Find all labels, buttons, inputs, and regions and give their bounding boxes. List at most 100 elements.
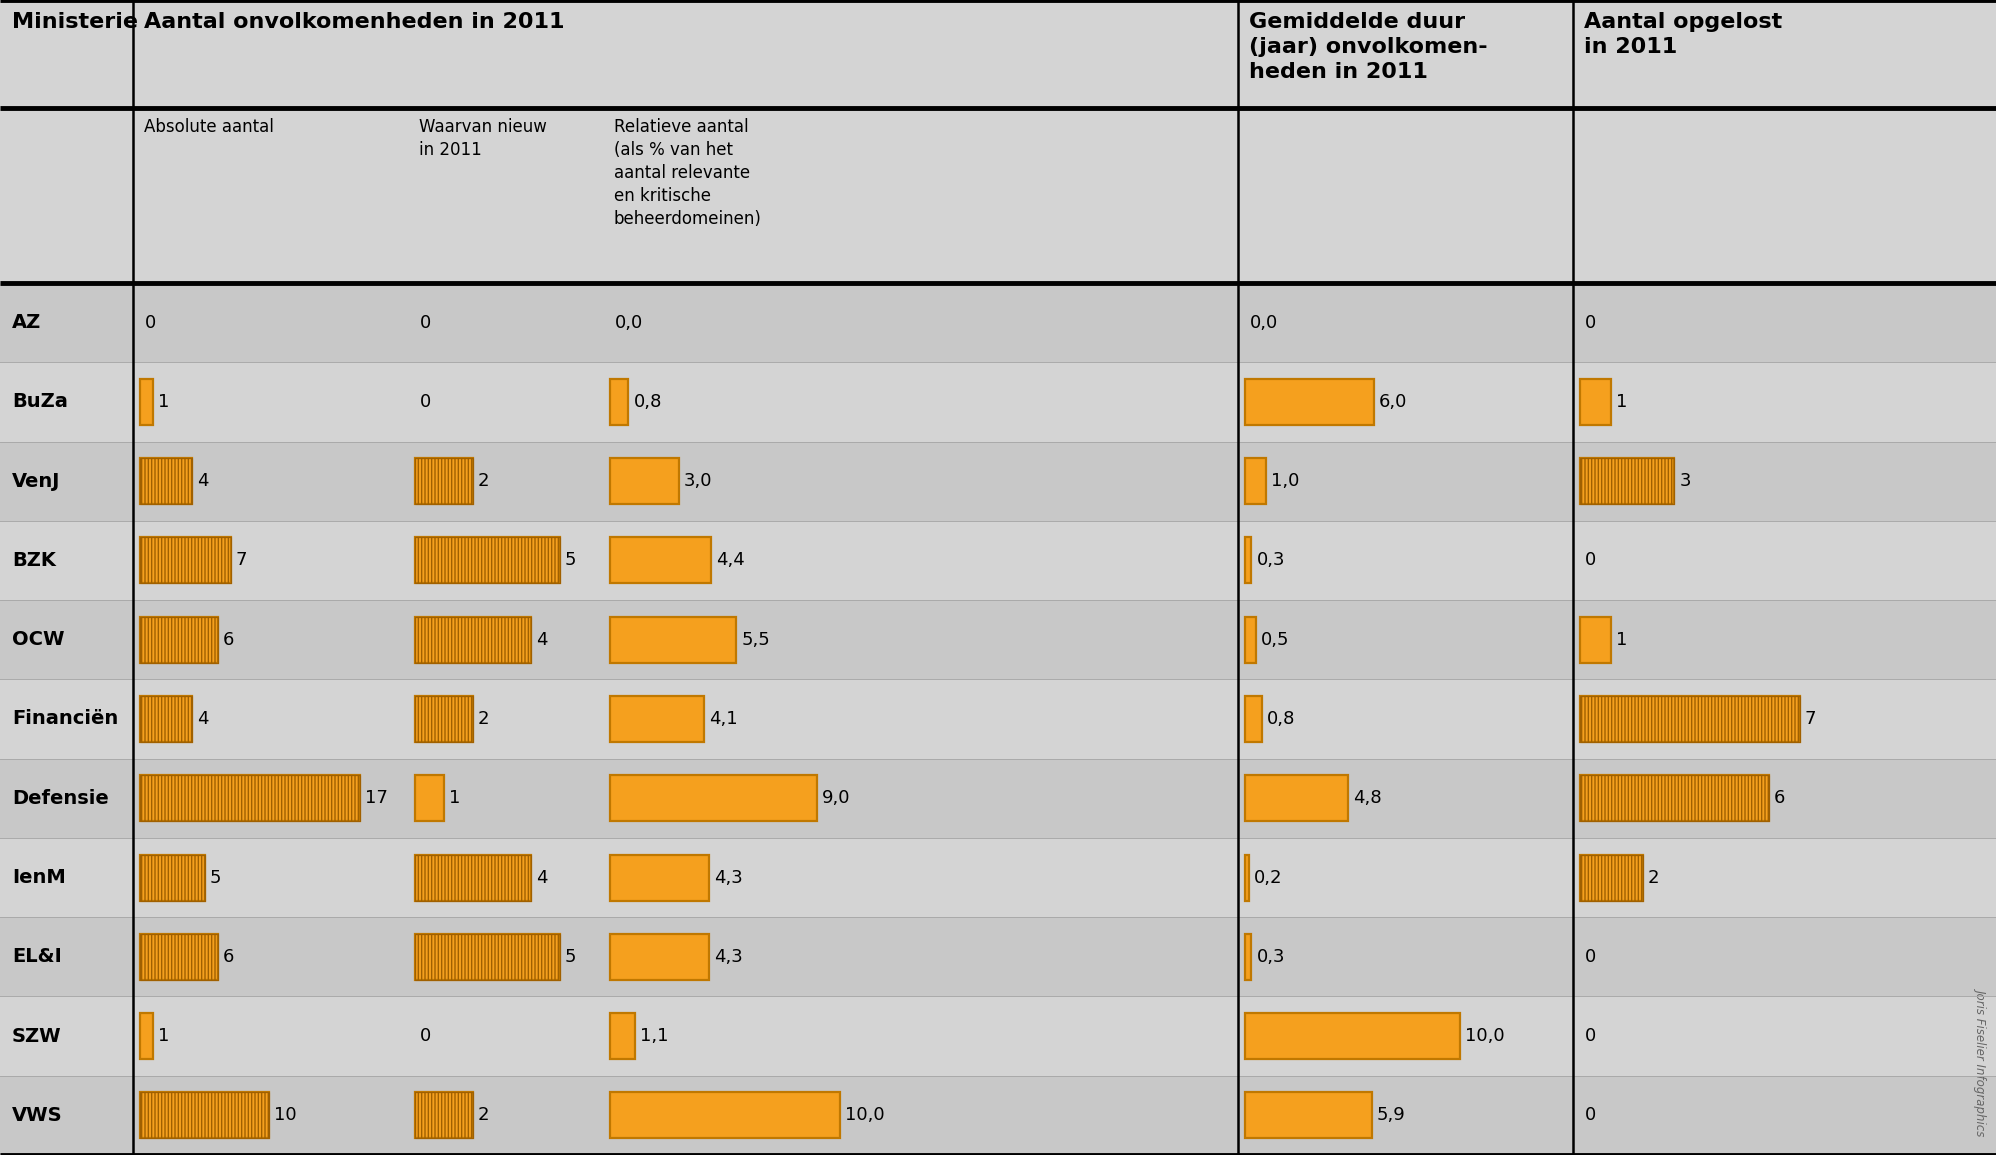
Text: 6: 6: [1774, 789, 1784, 807]
Text: 4: 4: [537, 869, 547, 887]
Text: 4,4: 4,4: [717, 551, 745, 569]
Bar: [1581, 617, 1611, 663]
Bar: [140, 696, 192, 742]
Bar: [415, 1093, 473, 1139]
Text: 4,1: 4,1: [709, 710, 739, 728]
Bar: [415, 696, 473, 742]
Bar: [140, 855, 206, 901]
Bar: [1581, 696, 1800, 742]
Bar: [1581, 379, 1611, 425]
Bar: [0, 917, 1996, 997]
Bar: [140, 617, 218, 663]
Text: Aantal onvolkomenheden in 2011: Aantal onvolkomenheden in 2011: [144, 12, 565, 32]
Text: 5,5: 5,5: [741, 631, 770, 649]
Bar: [415, 1093, 473, 1139]
Text: Aantal opgelost
in 2011: Aantal opgelost in 2011: [1585, 12, 1782, 57]
Bar: [0, 601, 1996, 679]
Bar: [1246, 775, 1347, 821]
Text: 5,9: 5,9: [1377, 1106, 1405, 1124]
Text: 0: 0: [419, 393, 431, 411]
Text: 0,3: 0,3: [1255, 948, 1285, 966]
Text: 0,2: 0,2: [1253, 869, 1283, 887]
Text: Joris Fiselier Infographics: Joris Fiselier Infographics: [1974, 988, 1988, 1135]
Text: AZ: AZ: [12, 313, 42, 333]
Text: 0: 0: [1585, 314, 1597, 331]
Bar: [1581, 459, 1675, 505]
Bar: [611, 775, 816, 821]
Text: BZK: BZK: [12, 551, 56, 569]
Text: 0,0: 0,0: [1249, 314, 1277, 331]
Text: 10,0: 10,0: [1465, 1027, 1505, 1045]
Text: OCW: OCW: [12, 631, 64, 649]
Bar: [140, 459, 192, 505]
Text: 4: 4: [198, 710, 208, 728]
Bar: [0, 283, 1996, 363]
Text: IenM: IenM: [12, 869, 66, 887]
Text: 3,0: 3,0: [685, 472, 713, 490]
Bar: [1246, 1093, 1371, 1139]
Bar: [0, 679, 1996, 759]
Text: 4: 4: [537, 631, 547, 649]
Bar: [611, 459, 679, 505]
Text: 3: 3: [1679, 472, 1691, 490]
Text: 0,0: 0,0: [615, 314, 643, 331]
Text: 5: 5: [565, 948, 577, 966]
Bar: [611, 537, 711, 583]
Bar: [415, 537, 561, 583]
Bar: [415, 855, 531, 901]
Text: 0: 0: [1585, 948, 1597, 966]
Bar: [1246, 617, 1255, 663]
Text: 5: 5: [565, 551, 577, 569]
Text: 1,0: 1,0: [1271, 472, 1299, 490]
Text: 5: 5: [210, 869, 222, 887]
Text: 7: 7: [1804, 710, 1816, 728]
Text: 2: 2: [477, 472, 489, 490]
Text: Financiën: Financiën: [12, 709, 118, 729]
Bar: [0, 1075, 1996, 1155]
Bar: [140, 1093, 269, 1139]
Text: BuZa: BuZa: [12, 393, 68, 411]
Bar: [1246, 537, 1251, 583]
Text: 6,0: 6,0: [1379, 393, 1407, 411]
Bar: [1246, 459, 1267, 505]
Bar: [0, 759, 1996, 837]
Bar: [1581, 775, 1768, 821]
Bar: [415, 696, 473, 742]
Text: 4: 4: [198, 472, 208, 490]
Bar: [0, 997, 1996, 1075]
Bar: [140, 696, 192, 742]
Text: EL&I: EL&I: [12, 947, 62, 967]
Bar: [415, 459, 473, 505]
Text: 10: 10: [273, 1106, 297, 1124]
Bar: [140, 617, 218, 663]
Bar: [415, 459, 473, 505]
Text: 0,3: 0,3: [1255, 551, 1285, 569]
Text: 1,1: 1,1: [641, 1027, 669, 1045]
Text: 2: 2: [1649, 869, 1659, 887]
Bar: [415, 934, 561, 979]
Text: Absolute aantal: Absolute aantal: [144, 118, 273, 136]
Text: 6: 6: [224, 631, 234, 649]
Bar: [140, 775, 359, 821]
Text: 9,0: 9,0: [822, 789, 850, 807]
Bar: [1246, 379, 1373, 425]
Text: 1: 1: [1617, 631, 1629, 649]
Bar: [0, 521, 1996, 601]
Bar: [415, 617, 531, 663]
Text: 7: 7: [236, 551, 248, 569]
Text: Defensie: Defensie: [12, 789, 108, 807]
Text: 4,3: 4,3: [715, 869, 743, 887]
Bar: [1581, 775, 1768, 821]
Bar: [415, 855, 531, 901]
Text: Gemiddelde duur
(jaar) onvolkomen-
heden in 2011: Gemiddelde duur (jaar) onvolkomen- heden…: [1249, 12, 1487, 82]
Text: 0: 0: [419, 314, 431, 331]
Text: 0: 0: [1585, 551, 1597, 569]
Bar: [0, 363, 1996, 441]
Text: 0: 0: [1585, 1106, 1597, 1124]
Text: Waarvan nieuw
in 2011: Waarvan nieuw in 2011: [419, 118, 547, 159]
Bar: [140, 537, 232, 583]
Bar: [1246, 855, 1249, 901]
Bar: [611, 1093, 840, 1139]
Bar: [611, 1013, 635, 1059]
Bar: [1246, 1013, 1459, 1059]
